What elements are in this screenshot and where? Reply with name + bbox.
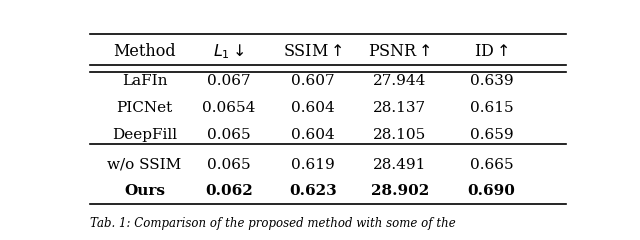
Text: 0.665: 0.665 [470,158,513,172]
Text: ID$\uparrow$: ID$\uparrow$ [474,43,509,60]
Text: Method: Method [113,43,176,60]
Text: 0.067: 0.067 [207,74,251,89]
Text: 28.137: 28.137 [373,101,426,115]
Text: LaFIn: LaFIn [122,74,167,89]
Text: 0.607: 0.607 [291,74,335,89]
Text: 0.619: 0.619 [291,158,335,172]
Text: DeepFill: DeepFill [112,128,177,142]
Text: 0.062: 0.062 [205,184,253,198]
Text: Tab. 1: Comparison of the proposed method with some of the: Tab. 1: Comparison of the proposed metho… [90,217,456,230]
Text: 0.065: 0.065 [207,158,251,172]
Text: 0.0654: 0.0654 [202,101,255,115]
Text: 28.491: 28.491 [373,158,427,172]
Text: 0.615: 0.615 [470,101,513,115]
Text: 0.623: 0.623 [289,184,337,198]
Text: w/o SSIM: w/o SSIM [108,158,182,172]
Text: PICNet: PICNet [116,101,173,115]
Text: 27.944: 27.944 [373,74,427,89]
Text: 0.639: 0.639 [470,74,513,89]
Text: 0.690: 0.690 [468,184,516,198]
Text: 0.604: 0.604 [291,101,335,115]
Text: $L_1\downarrow$: $L_1\downarrow$ [213,42,244,61]
Text: Ours: Ours [124,184,165,198]
Text: SSIM$\uparrow$: SSIM$\uparrow$ [283,43,343,60]
Text: 0.065: 0.065 [207,128,251,142]
Text: 28.902: 28.902 [371,184,429,198]
Text: PSNR$\uparrow$: PSNR$\uparrow$ [369,43,431,60]
Text: 0.659: 0.659 [470,128,513,142]
Text: 28.105: 28.105 [373,128,426,142]
Text: 0.604: 0.604 [291,128,335,142]
